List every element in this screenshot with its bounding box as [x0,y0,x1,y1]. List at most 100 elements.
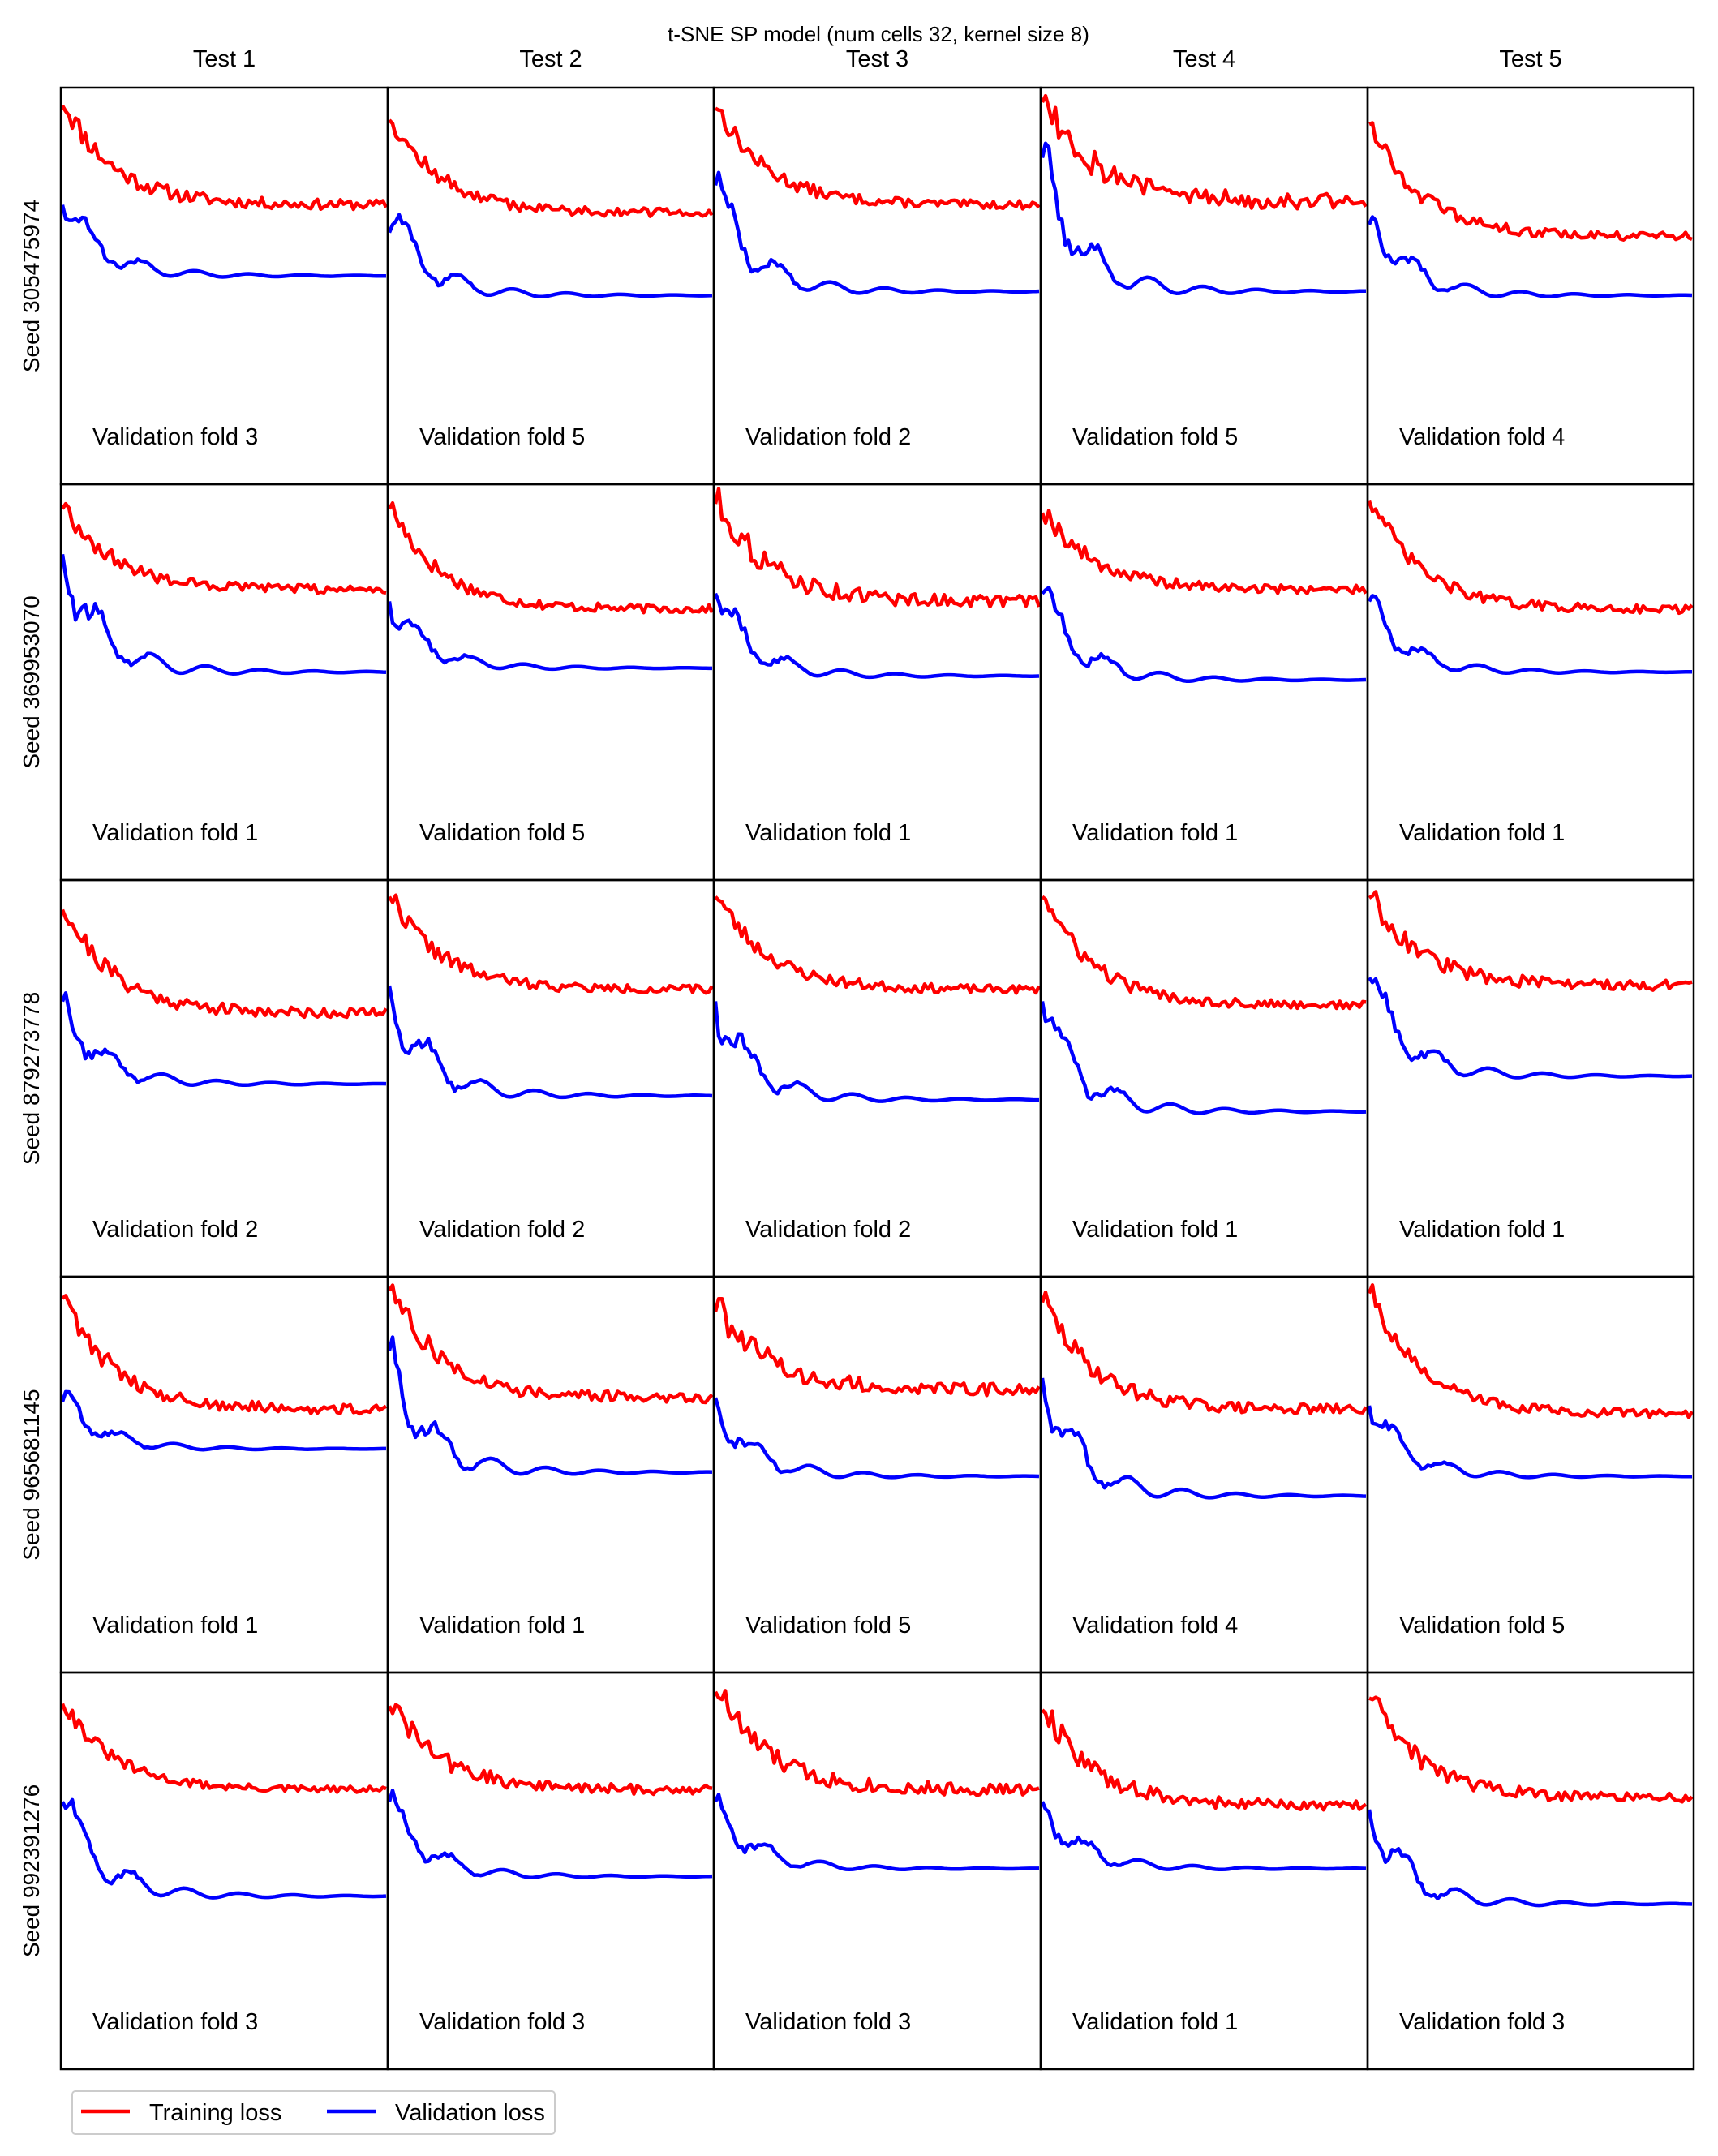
panel-r4-c5: Validation fold 5 [1366,1275,1695,1674]
validation-fold-label: Validation fold 1 [419,1613,585,1638]
panel-r2-c5: Validation fold 1 [1366,483,1695,882]
panel-r5-c3: Validation fold 3 [712,1671,1042,2071]
panel-r5-c4: Validation fold 1 [1039,1671,1369,2071]
panel-r2-c2: Validation fold 5 [386,483,715,882]
training-loss-line [1368,500,1694,616]
training-loss-line [714,1296,1041,1398]
validation-loss-line [61,1389,386,1452]
validation-fold-label: Validation fold 3 [92,424,258,450]
training-loss-line [1368,1283,1694,1419]
validation-loss-line [1041,1001,1367,1115]
panel-grid: Validation fold 3 Validation fold 5 Valida… [59,86,1695,2071]
panel-frame [1366,1671,1695,2071]
panel-r2-c3: Validation fold 1 [712,483,1042,882]
validation-loss-line [1368,594,1692,676]
validation-fold-label: Validation fold 2 [92,1217,258,1243]
validation-loss-line [1368,1809,1693,1908]
training-loss-line [1368,890,1693,992]
column-label-4: Test 4 [1173,46,1235,72]
training-loss-line [1368,121,1693,242]
validation-loss-line [1041,1377,1367,1500]
training-loss-line [61,908,388,1020]
validation-loss-line [61,1797,387,1900]
validation-loss-line [1041,1801,1367,1872]
legend-frame [71,2090,556,2135]
column-label-2: Test 2 [519,46,582,72]
validation-fold-label: Validation fold 5 [1072,424,1238,450]
training-loss-line [61,105,388,212]
row-label-1: Seed 305475974 [19,200,44,372]
training-loss-line [388,500,714,615]
validation-fold-label: Validation fold 1 [1072,820,1238,846]
validation-fold-label: Validation fold 1 [92,1613,258,1638]
training-loss-line [388,118,714,218]
row-label-3: Seed 879273778 [19,992,44,1165]
validation-loss-line [61,553,387,676]
validation-loss-line [388,213,713,299]
training-loss-line [714,1689,1040,1797]
panel-r4-c1: Validation fold 1 [59,1275,389,1674]
validation-loss-line [714,1793,1039,1872]
panel-r1-c2: Validation fold 5 [386,86,715,486]
validation-loss-line [388,1789,713,1879]
panel-r3-c1: Validation fold 2 [59,878,389,1278]
panel-r4-c4: Validation fold 4 [1039,1275,1369,1674]
validation-loss-line [714,170,1040,295]
validation-loss-line [1041,141,1366,295]
panel-r2-c1: Validation fold 1 [59,483,389,882]
training-loss-line [61,1703,387,1794]
validation-fold-label: Validation fold 5 [419,820,585,846]
validation-fold-label: Validation fold 1 [1399,820,1565,846]
validation-fold-label: Validation fold 3 [745,2009,911,2035]
training-loss-line [714,895,1041,995]
validation-fold-label: Validation fold 5 [419,424,585,450]
panel-r3-c2: Validation fold 2 [386,878,715,1278]
legend-label-validation: Validation loss [395,2100,545,2126]
panel-r1-c3: Validation fold 2 [712,86,1042,486]
column-labels: Test 1 Test 2 Test 3 Test 4 Test 5 [193,46,1562,72]
column-label-5: Test 5 [1499,46,1561,72]
legend-label-training: Training loss [149,2100,281,2126]
column-label-3: Test 3 [846,46,908,72]
validation-fold-label: Validation fold 5 [1399,1613,1565,1638]
validation-fold-label: Validation fold 3 [419,2009,585,2035]
training-loss-line [61,1294,388,1416]
panel-r1-c1: Validation fold 3 [59,86,389,486]
row-label-5: Seed 992391276 [19,1784,44,1957]
validation-loss-line [1041,586,1367,684]
panel-r5-c5: Validation fold 3 [1366,1671,1695,2071]
validation-fold-label: Validation fold 1 [745,820,911,846]
validation-loss-line [388,985,713,1100]
validation-fold-label: Validation fold 1 [1072,1217,1238,1243]
validation-loss-line [714,592,1040,680]
panel-r3-c3: Validation fold 2 [712,878,1042,1278]
validation-loss-line [1368,1405,1693,1480]
training-loss-line [388,1283,714,1405]
row-label-2: Seed 369953070 [19,595,44,768]
validation-loss-line [388,1335,713,1476]
validation-loss-line [1368,215,1693,299]
training-loss-line [1041,93,1368,211]
training-loss-line [61,501,387,595]
training-loss-line [388,1703,713,1797]
validation-fold-label: Validation fold 2 [419,1217,585,1243]
training-loss-line [1041,508,1368,595]
validation-fold-label: Validation fold 1 [1399,1217,1565,1243]
validation-loss-line [61,991,387,1088]
panel-r1-c5: Validation fold 4 [1366,86,1695,486]
training-loss-line [714,487,1041,609]
validation-fold-label: Validation fold 4 [1072,1613,1238,1638]
validation-fold-label: Validation fold 3 [1399,2009,1565,2035]
panel-r3-c5: Validation fold 1 [1366,878,1695,1278]
validation-fold-label: Validation fold 3 [92,2009,258,2035]
validation-fold-label: Validation fold 2 [745,1217,911,1243]
figure-title: t-SNE SP model (num cells 32, kernel siz… [668,22,1089,46]
validation-fold-label: Validation fold 2 [745,424,911,450]
row-label-4: Seed 965681145 [19,1389,44,1560]
validation-fold-label: Validation fold 1 [92,820,258,846]
validation-loss-line [61,204,387,279]
panel-r4-c3: Validation fold 5 [712,1275,1042,1674]
legend: Training loss Validation loss [71,2090,556,2135]
panel-r5-c1: Validation fold 3 [59,1671,389,2071]
